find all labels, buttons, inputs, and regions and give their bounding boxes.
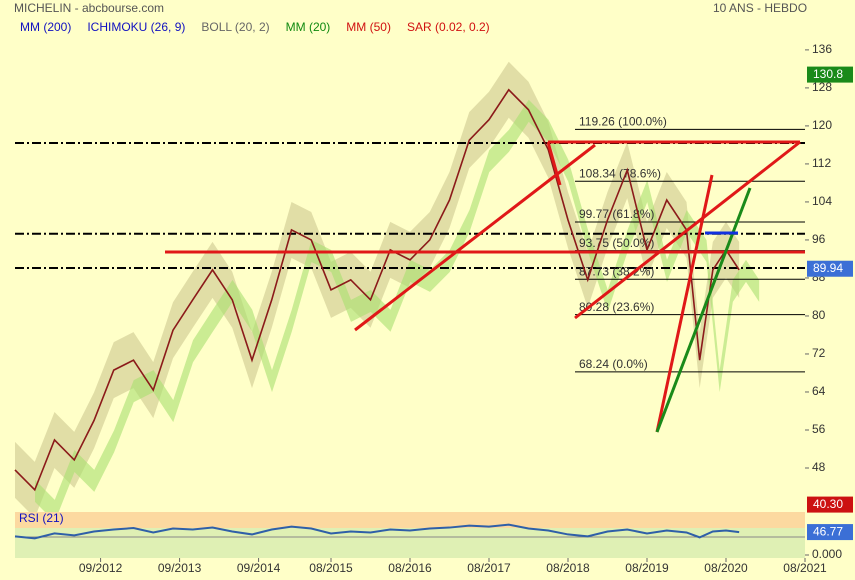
indicator-label: BOLL (20, 2) [201, 20, 269, 34]
trend-line [574, 140, 801, 320]
y-tick-label: 104 [812, 194, 832, 208]
chart-subtitle: 10 ANS - HEBDO [713, 1, 807, 15]
trend-line [655, 174, 714, 433]
x-tick-label: 09/2014 [237, 561, 281, 575]
price-line [14, 88, 740, 492]
y-tick-label: 96 [812, 232, 826, 246]
y-tick-label: 120 [812, 118, 832, 132]
rsi-line [14, 523, 740, 540]
fib-label: 99.77 (61.8%) [579, 207, 654, 221]
price-label: 130.8 [813, 67, 843, 81]
price-label: 40.30 [813, 497, 843, 511]
x-tick-label: 09/2012 [79, 561, 123, 575]
x-tick-label: 08/2019 [625, 561, 669, 575]
fib-label: 87.73 (38.2%) [579, 264, 654, 278]
indicator-label: MM (50) [346, 20, 391, 34]
indicator-label: MM (20) [286, 20, 331, 34]
trend-line [655, 187, 752, 433]
y-tick-label: 80 [812, 308, 826, 322]
fib-label: 108.34 (78.6%) [579, 166, 661, 180]
x-tick-label: 08/2021 [783, 561, 827, 575]
price-label: 89.94 [813, 261, 843, 275]
rsi-overbought-zone [15, 512, 805, 528]
trend-line [546, 141, 562, 186]
y-tick-label: 128 [812, 80, 832, 94]
x-tick-label: 08/2016 [388, 561, 432, 575]
fib-label: 93.75 (50.0%) [579, 236, 654, 250]
price-label-box [807, 260, 853, 277]
fib-label: 80.28 (23.6%) [579, 300, 654, 314]
x-tick-label: 08/2018 [546, 561, 590, 575]
y-tick-label: 56 [812, 422, 826, 436]
rsi-label-box [807, 524, 853, 541]
front-layer: 130.8 89.94 40.30 [165, 66, 853, 513]
y-tick-label: 136 [812, 42, 832, 56]
rsi-title: RSI (21) [19, 511, 64, 525]
price-label-box [807, 496, 853, 513]
y-tick-label: 112 [812, 156, 831, 170]
price-label-box [807, 66, 853, 83]
indicator-label: ICHIMOKU (26, 9) [87, 20, 185, 34]
fib-label: 119.26 (100.0%) [579, 115, 667, 129]
rsi-label: 46.77 [813, 524, 843, 538]
fib-label: 68.24 (0.0%) [579, 357, 648, 371]
chart-title: MICHELIN - abcbourse.com [14, 1, 164, 15]
x-tick-label: 08/2015 [309, 561, 353, 575]
ichimoku-cloud [35, 99, 760, 522]
indicator-label: MM (200) [20, 20, 71, 34]
rsi-lower-zone [15, 528, 805, 558]
indicator-label: SAR (0.02, 0.2) [407, 20, 490, 34]
rsi-tick-label: 0.000 [812, 547, 842, 561]
x-tick-label: 08/2020 [704, 561, 748, 575]
x-tick-label: 09/2013 [158, 561, 202, 575]
trend-line [354, 143, 596, 332]
y-tick-label: 48 [812, 460, 826, 474]
x-tick-label: 08/2017 [467, 561, 511, 575]
y-tick-label: 64 [812, 384, 826, 398]
y-tick-label: 72 [812, 346, 826, 360]
